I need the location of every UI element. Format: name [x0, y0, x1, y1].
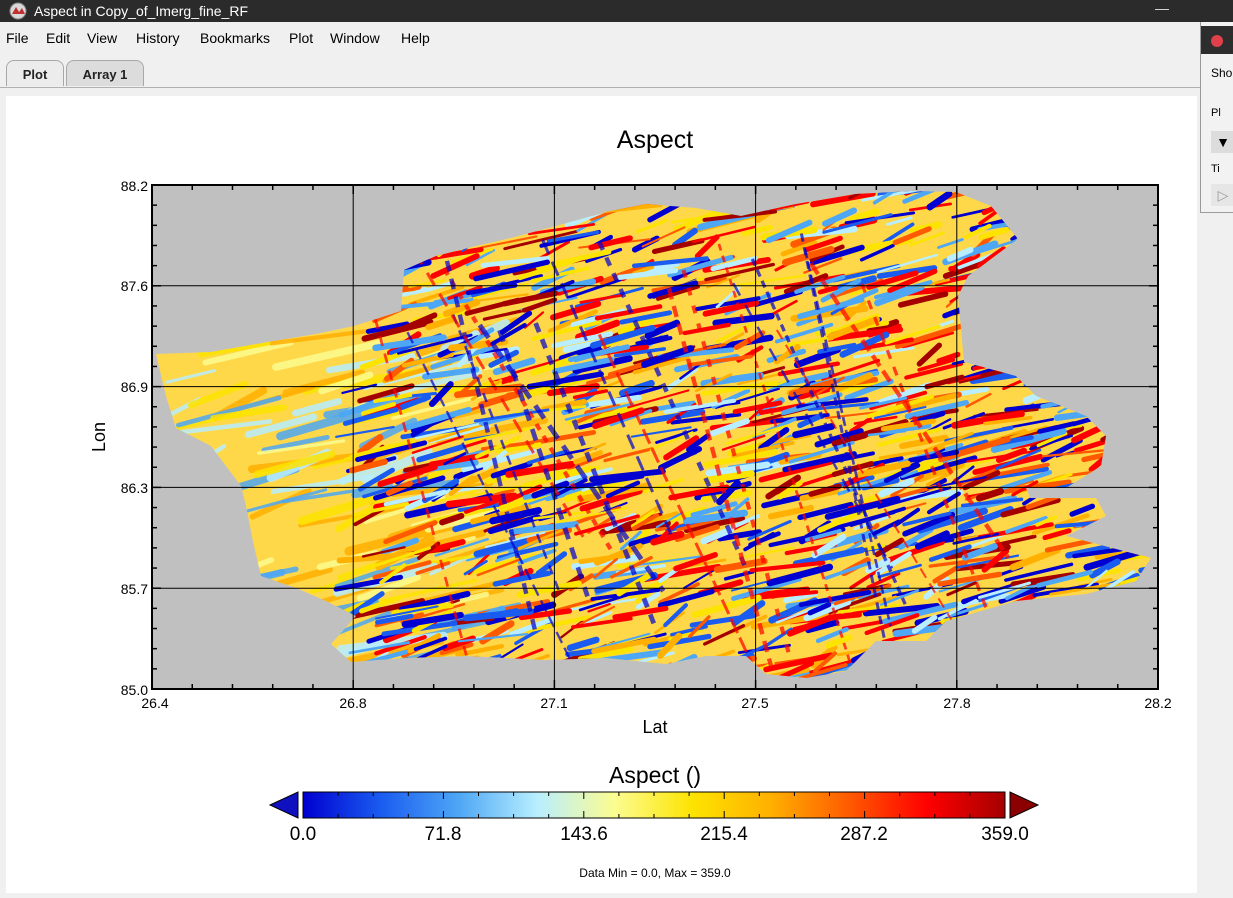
- x-tick-label: 27.8: [943, 695, 970, 711]
- colorbar-tick-label: 0.0: [290, 824, 316, 845]
- x-tick-label: 26.8: [339, 695, 366, 711]
- play-icon[interactable]: ▷: [1211, 184, 1233, 206]
- axis-ticks: [151, 184, 1159, 690]
- colorbar-over-arrow: [1009, 791, 1040, 819]
- colorbar-ticks: [302, 792, 1006, 818]
- menu-plot[interactable]: Plot: [289, 30, 314, 46]
- plot-title: Aspect: [617, 126, 693, 154]
- colorbar: [302, 791, 1006, 819]
- menu-history[interactable]: History: [136, 30, 180, 46]
- x-tick-label: 28.2: [1144, 695, 1171, 711]
- colorbar-tick-label: 215.4: [700, 824, 748, 845]
- x-tick-label: 26.4: [141, 695, 168, 711]
- menu-bookmarks[interactable]: Bookmarks: [200, 30, 271, 46]
- side-panel: Sho Pl ▼ Ti ▷: [1200, 22, 1233, 213]
- side-panel-label-title: Ti: [1211, 163, 1220, 175]
- side-panel-label-show: Sho: [1211, 66, 1233, 80]
- y-tick-label: 88.2: [121, 178, 148, 194]
- colorbar-tick-label: 143.6: [560, 824, 608, 845]
- plot-frame: [151, 184, 1159, 690]
- plot-area: Aspect 26.4 26.8 27.1 27.5 27.8 28.2 88.…: [6, 96, 1197, 893]
- menu-bar: File Edit View History Bookmarks Plot Wi…: [0, 27, 1200, 49]
- colorbar-tick-label: 71.8: [425, 824, 462, 845]
- menu-edit[interactable]: Edit: [46, 30, 71, 46]
- y-axis-label: Lon: [89, 422, 109, 452]
- record-dot-icon[interactable]: [1211, 35, 1223, 47]
- colorbar-under-arrow: [268, 791, 299, 819]
- menu-help[interactable]: Help: [401, 30, 430, 46]
- colorbar-title: Aspect (): [609, 762, 701, 788]
- menu-view[interactable]: View: [87, 30, 118, 46]
- x-tick-label: 27.5: [741, 695, 768, 711]
- menu-file[interactable]: File: [6, 30, 29, 46]
- plot-canvas: Aspect 26.4 26.8 27.1 27.5 27.8 28.2 88.…: [89, 126, 1172, 880]
- grid-lines: [152, 185, 1158, 689]
- tab-array-1[interactable]: Array 1: [66, 60, 144, 86]
- side-panel-header: [1201, 26, 1233, 54]
- menu-window[interactable]: Window: [330, 30, 380, 46]
- window-title: Aspect in Copy_of_Imerg_fine_RF: [34, 3, 248, 19]
- side-panel-label-plot: Pl: [1211, 107, 1221, 119]
- x-axis-label: Lat: [642, 717, 667, 737]
- collapse-triangle-icon[interactable]: ▼: [1211, 131, 1233, 153]
- tab-plot[interactable]: Plot: [6, 60, 64, 86]
- y-tick-label: 85.7: [121, 581, 148, 597]
- title-bar: Aspect in Copy_of_Imerg_fine_RF —: [0, 0, 1233, 22]
- colorbar-tick-label: 287.2: [840, 824, 888, 845]
- colorbar-tick-label: 359.0: [981, 824, 1029, 845]
- data-min-max-text: Data Min = 0.0, Max = 359.0: [579, 866, 731, 880]
- minimize-button[interactable]: —: [1155, 0, 1169, 16]
- tab-strip: Plot Array 1: [0, 57, 1200, 88]
- app-icon: [9, 2, 27, 20]
- x-tick-label: 27.1: [540, 695, 567, 711]
- y-tick-label: 86.3: [121, 480, 148, 496]
- y-tick-label: 85.0: [121, 682, 148, 698]
- y-tick-label: 87.6: [121, 278, 148, 294]
- y-tick-label: 86.9: [121, 379, 148, 395]
